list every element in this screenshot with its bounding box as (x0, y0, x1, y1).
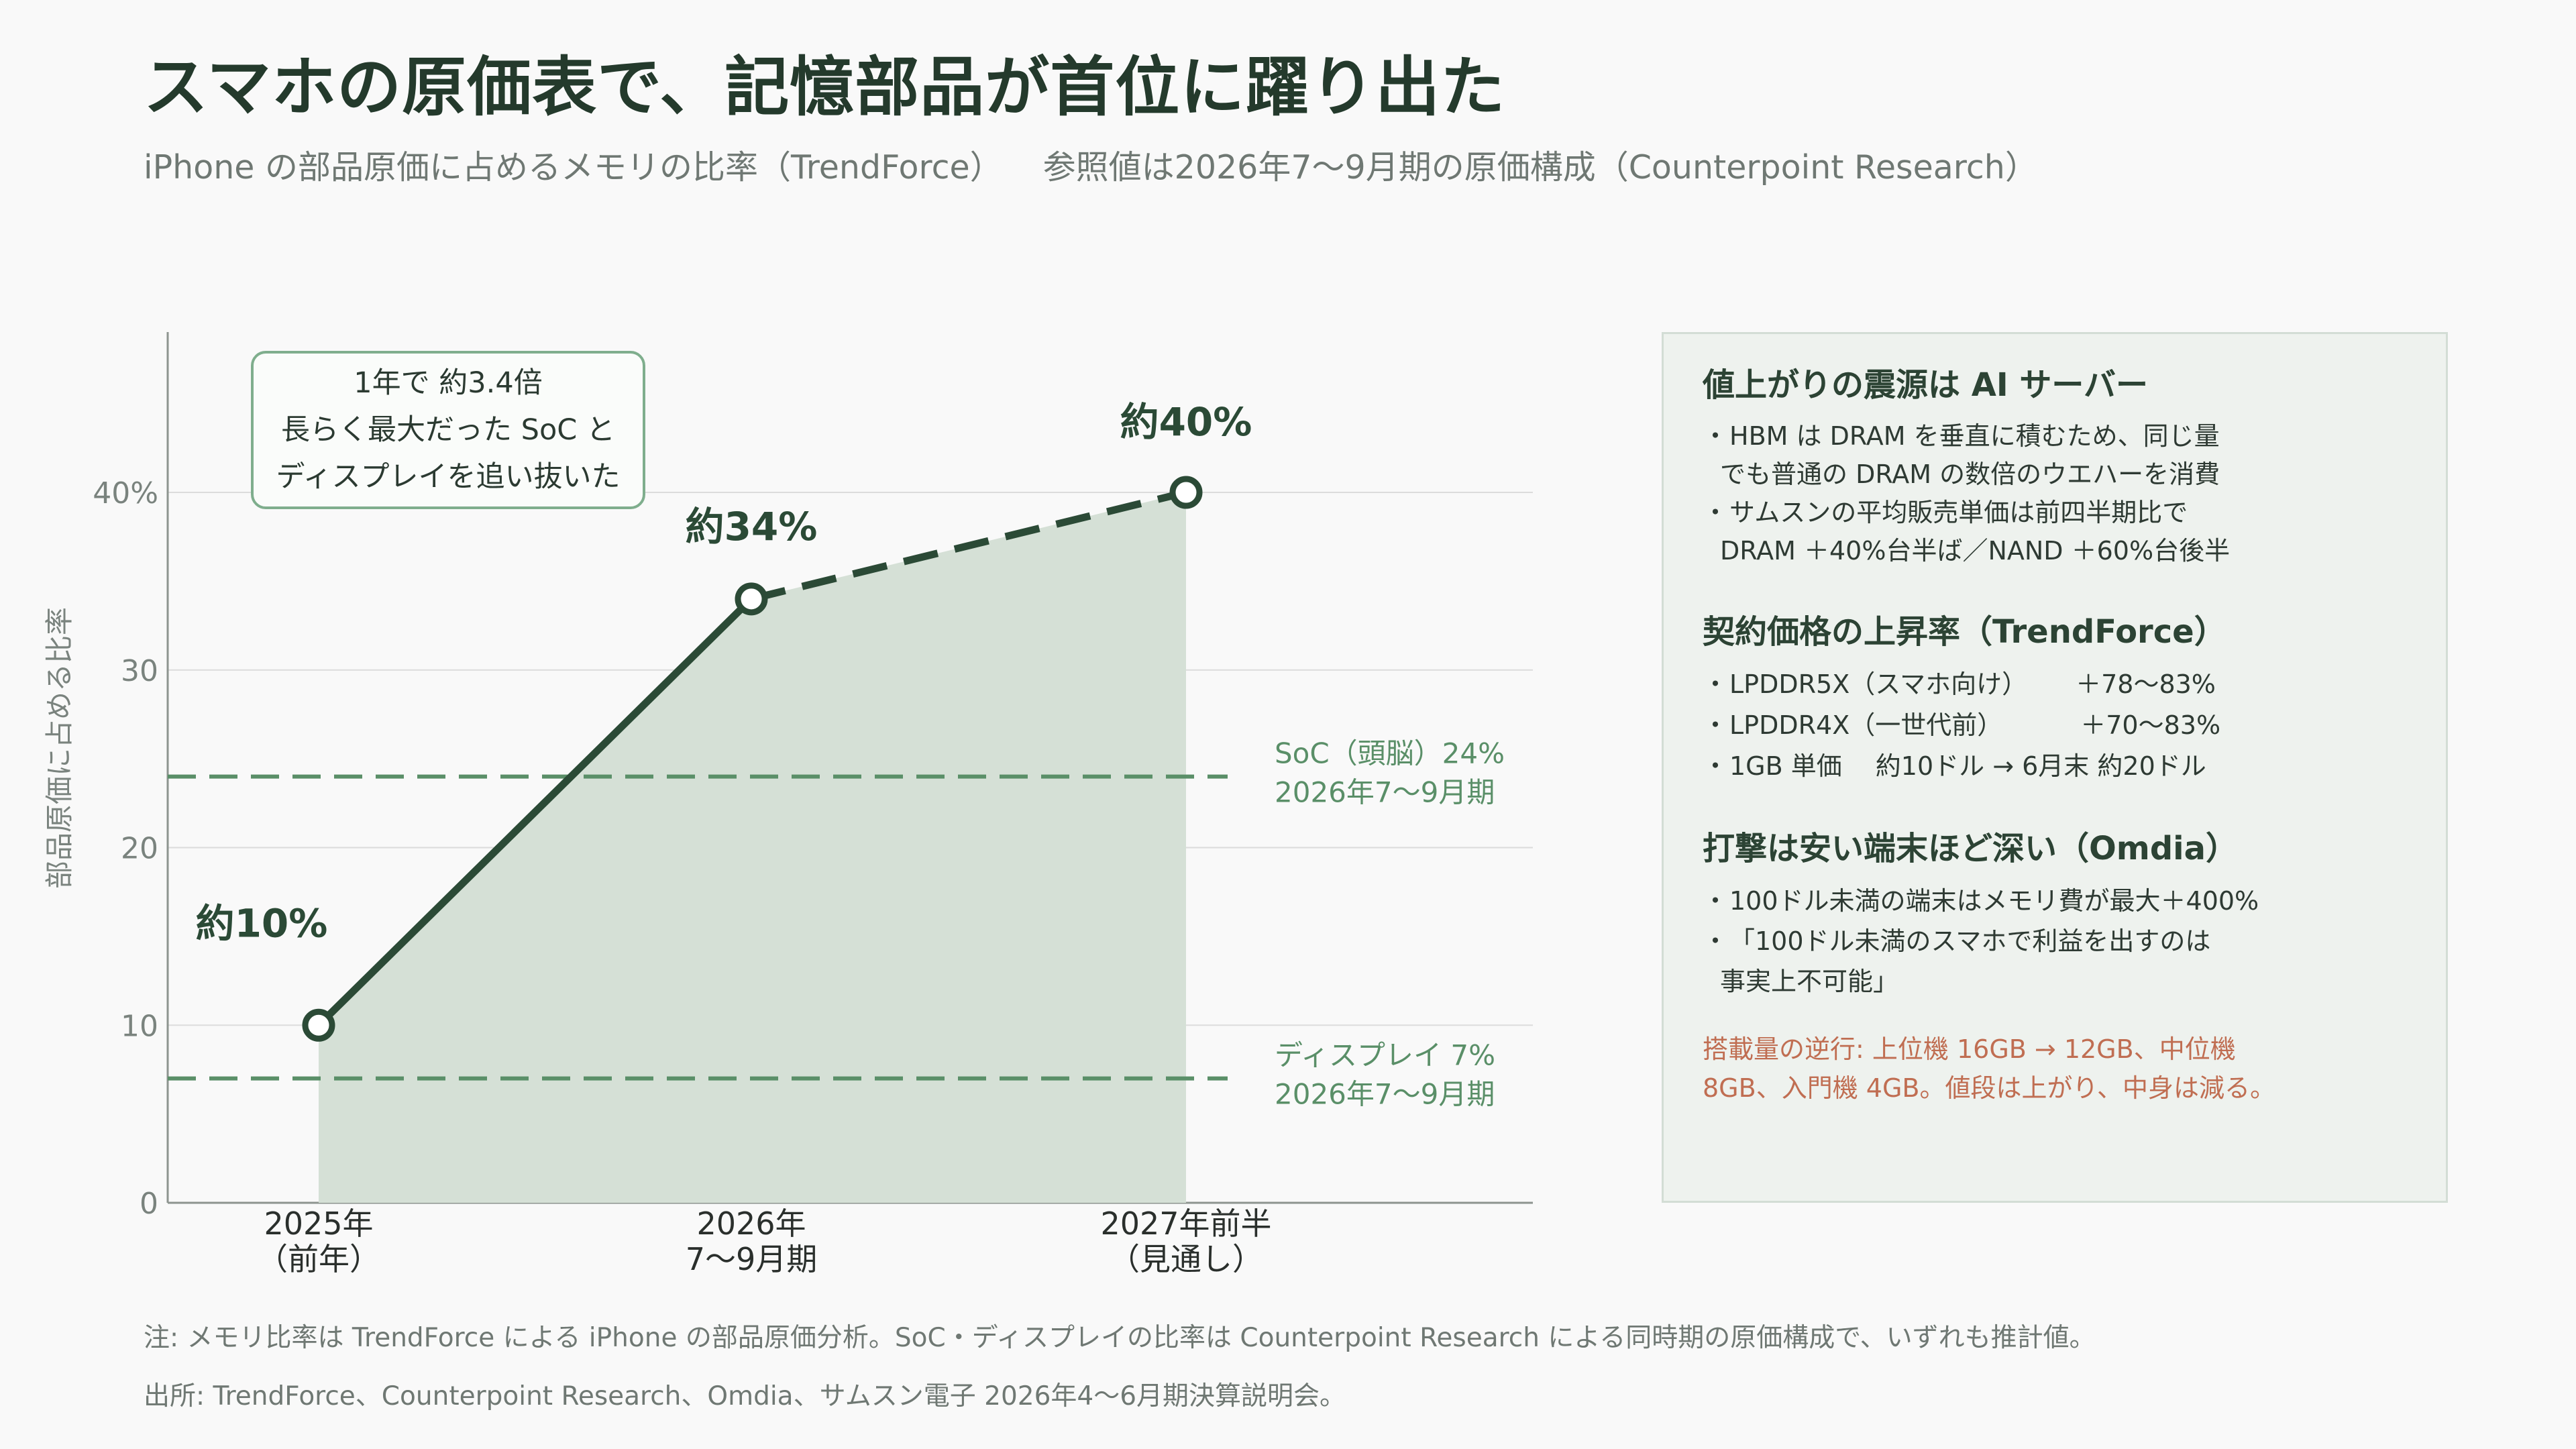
list-item: ・HBM は DRAM を垂直に積むため、同じ量 (1703, 421, 2220, 451)
callout-line-2: 長らく最大だった SoC と (281, 413, 615, 447)
list-item-continuation: でも普通の DRAM の数倍のウエハーを消費 (1720, 460, 2220, 489)
x-tick-sublabel: 7〜9月期 (686, 1241, 818, 1277)
list-item: ・サムスンの平均販売単価は前四半期比で (1703, 498, 2188, 527)
x-tick-label: 2025年 (264, 1205, 373, 1242)
y-tick-label: 20 (121, 832, 158, 866)
data-label: 約34% (686, 504, 818, 549)
callout-line-3: ディスプレイを追い抜いた (276, 460, 621, 494)
panel-heading-contract-price: 契約価格の上昇率（TrendForce） (1703, 613, 2226, 651)
x-tick-label: 2026年 (696, 1205, 806, 1242)
list-item: ・LPDDR4X（一世代前） ＋70〜83% (1703, 710, 2221, 740)
panel-heading-low-end-impact: 打撃は安い端末ほど深い（Omdia） (1703, 830, 2239, 867)
list-item-continuation: 事実上不可能」 (1720, 967, 1899, 996)
callout-line-1: 1年で 約3.4倍 (354, 366, 543, 400)
list-item-continuation: DRAM ＋40%台半ば／NAND ＋60%台後半 (1720, 536, 2231, 566)
capacity-reversal-note: 搭載量の逆行: 上位機 16GB → 12GB、中位機 8GB、入門機 4GB。… (1703, 1034, 2275, 1103)
low-end-impact-list: ・100ドル未満の端末はメモリ費が最大＋400% ・「100ドル未満のスマホで利… (1703, 881, 2446, 1002)
subtitle-reference-source: 参照値は2026年7〜9月期の原価構成（Counterpoint Researc… (1042, 148, 2038, 186)
data-point (302, 1008, 335, 1042)
memory-share-line-actual (315, 595, 755, 1029)
y-tick-label: 10 (121, 1009, 158, 1043)
x-tick-sublabel: （前年） (257, 1241, 380, 1277)
display-reference-period: 2026年7〜9月期 (1275, 1078, 1495, 1111)
footnote: 注: メモリ比率は TrendForce による iPhone の部品原価分析。… (144, 1323, 2096, 1353)
list-item: ・1GB 単価 約10ドル → 6月末 約20ドル (1703, 751, 2206, 781)
ai-server-list: ・HBM は DRAM を垂直に積むため、同じ量 でも普通の DRAM の数倍の… (1703, 417, 2446, 570)
growth-callout: 1年で 約3.4倍 長らく最大だった SoC と ディスプレイを追い抜いた (251, 351, 645, 509)
context-panel: 値上がりの震源は AI サーバー ・HBM は DRAM を垂直に積むため、同じ… (1662, 332, 2448, 1203)
y-tick-label: 30 (121, 654, 158, 688)
list-item: ・「100ドル未満のスマホで利益を出すのは (1703, 926, 2211, 956)
x-tick-label: 2027年前半 (1100, 1205, 1271, 1242)
data-point (1169, 476, 1203, 509)
subtitle-memory-source: iPhone の部品原価に占めるメモリの比率（TrendForce） (144, 148, 1003, 186)
soc-reference-label: SoC（頭脳）24% (1275, 737, 1505, 770)
y-axis-title: 部品原価に占める比率 (43, 607, 76, 889)
source-line: 出所: TrendForce、Counterpoint Research、Omd… (144, 1381, 1346, 1411)
y-tick-label: 0 (140, 1187, 158, 1221)
memory-share-line-projected (750, 488, 1187, 603)
page-title: スマホの原価表で、記憶部品が首位に躍り出た (144, 50, 1506, 125)
data-label: 約10% (196, 900, 328, 946)
list-item: ・100ドル未満の端末はメモリ費が最大＋400% (1703, 886, 2259, 916)
panel-heading-ai-server: 値上がりの震源は AI サーバー (1703, 366, 2148, 404)
soc-reference-period: 2026年7〜9月期 (1275, 776, 1495, 809)
x-tick-sublabel: （見通し） (1109, 1241, 1263, 1277)
page-subtitle: iPhone の部品原価に占めるメモリの比率（TrendForce） 参照値は20… (144, 141, 2038, 189)
list-item: ・LPDDR5X（スマホ向け） ＋78〜83% (1703, 669, 2216, 699)
display-reference-label: ディスプレイ 7% (1275, 1039, 1495, 1072)
data-point (735, 582, 768, 616)
data-label: 約40% (1120, 399, 1252, 445)
memory-share-line-chart: 0 10 20 30 40% 部品原価に占める比率 SoC（頭脳）24% 2026年7〜9月期… (43, 332, 1533, 1277)
y-tick-label: 40% (93, 476, 158, 511)
contract-price-list: ・LPDDR5X（スマホ向け） ＋78〜83% ・LPDDR4X（一世代前） ＋70… (1703, 664, 2446, 787)
area-fill (319, 492, 1186, 1203)
